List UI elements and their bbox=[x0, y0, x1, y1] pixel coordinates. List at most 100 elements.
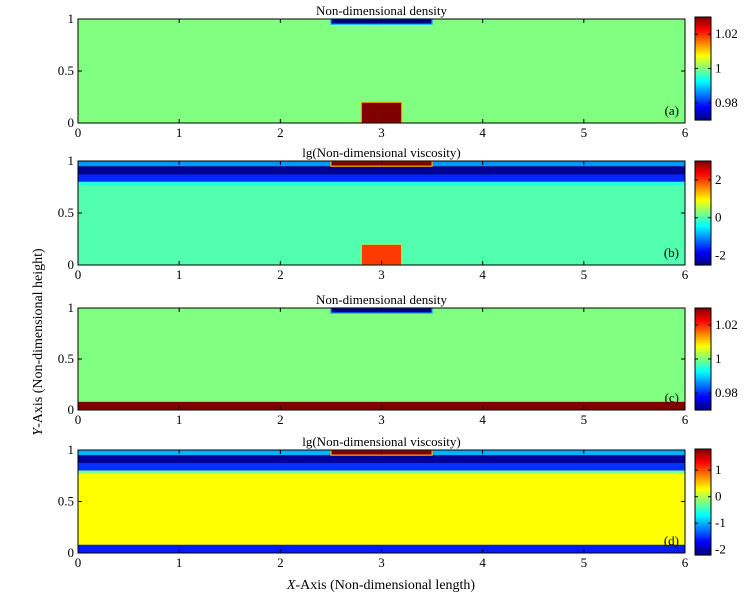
y-tick-label: 0 bbox=[68, 115, 75, 130]
panel-tag: (b) bbox=[664, 245, 679, 260]
colorbar-segment bbox=[695, 213, 711, 216]
colorbar-segment bbox=[695, 255, 711, 258]
colorbar-segment bbox=[695, 513, 711, 516]
colorbar-segment bbox=[695, 164, 711, 167]
colorbar-segment bbox=[695, 510, 711, 513]
heatmap-region-2 bbox=[78, 463, 685, 471]
colorbar-segment bbox=[695, 341, 711, 344]
y-tick-label: 1 bbox=[68, 153, 75, 168]
colorbar-segment bbox=[695, 36, 711, 39]
colorbar-segment bbox=[695, 450, 711, 453]
colorbar-segment bbox=[695, 515, 711, 518]
heatmap-region-3 bbox=[78, 181, 685, 185]
y-tick-label: 0 bbox=[68, 257, 75, 272]
colorbar-segment bbox=[695, 473, 711, 477]
x-tick-label: 5 bbox=[581, 267, 588, 282]
x-tick-label: 6 bbox=[682, 125, 689, 140]
colorbar-segment bbox=[695, 182, 711, 185]
colorbar-segment bbox=[695, 76, 711, 79]
colorbar-segment bbox=[695, 386, 711, 389]
colorbar-tick-label: 1.02 bbox=[715, 317, 738, 332]
x-tick-label: 6 bbox=[682, 267, 689, 282]
colorbar: -2 -1 0 1 bbox=[694, 448, 726, 557]
colorbar-segment bbox=[695, 462, 711, 465]
colorbar-segment bbox=[695, 99, 711, 102]
colorbar-segment bbox=[695, 180, 711, 183]
colorbar-segment bbox=[695, 103, 711, 107]
colorbar-segment bbox=[695, 226, 711, 229]
colorbar-segment bbox=[695, 79, 711, 82]
colorbar-segment bbox=[695, 320, 711, 323]
colorbar-tick-label: 0.98 bbox=[715, 95, 738, 110]
colorbar-segment bbox=[695, 253, 711, 256]
colorbar-segment bbox=[695, 374, 711, 378]
colorbar-segment bbox=[695, 100, 711, 103]
colorbar-segment bbox=[695, 328, 711, 331]
colorbar-segment bbox=[695, 50, 711, 54]
colorbar-segment bbox=[695, 370, 711, 373]
colorbar-segment bbox=[695, 485, 711, 488]
panel-tag: (c) bbox=[665, 390, 679, 405]
colorbar-segment bbox=[695, 344, 711, 347]
colorbar-segment bbox=[695, 535, 711, 538]
colorbar-segment bbox=[695, 387, 711, 390]
colorbar-segment bbox=[695, 458, 711, 462]
colorbar: -2 0 2 bbox=[694, 160, 726, 266]
colorbar-segment bbox=[695, 525, 711, 528]
colorbar-segment bbox=[695, 28, 711, 31]
colorbar-segment bbox=[695, 545, 711, 548]
colorbar-segment bbox=[695, 196, 711, 199]
colorbar-segment bbox=[695, 167, 711, 170]
colorbar-segment bbox=[695, 66, 711, 70]
colorbar-segment bbox=[695, 211, 711, 214]
colorbar-segment bbox=[695, 65, 711, 68]
colorbar-segment bbox=[695, 201, 711, 204]
colorbar-segment bbox=[695, 234, 711, 237]
colorbar-segment bbox=[695, 97, 711, 100]
colorbar-segment bbox=[695, 229, 711, 232]
colorbar-segment bbox=[695, 57, 711, 60]
colorbar-segment bbox=[695, 169, 711, 172]
colorbar-segment bbox=[695, 94, 711, 97]
colorbar-segment bbox=[695, 37, 711, 41]
colorbar-frame bbox=[694, 160, 712, 266]
colorbar-segment bbox=[695, 376, 711, 379]
colorbar-segment bbox=[695, 360, 711, 363]
x-tick-label: 1 bbox=[176, 267, 183, 282]
colorbar-segment bbox=[695, 363, 711, 366]
colorbar-segment bbox=[695, 379, 711, 382]
colorbar-segment bbox=[695, 355, 711, 359]
colorbar-segment bbox=[695, 395, 711, 398]
colorbar-segment bbox=[695, 463, 711, 467]
y-tick-label: 0.5 bbox=[58, 205, 74, 220]
colorbar-segment bbox=[695, 82, 711, 86]
colorbar-segment bbox=[695, 309, 711, 312]
panel-title: Non-dimensional density bbox=[316, 292, 448, 307]
x-tick-label: 4 bbox=[479, 555, 486, 570]
colorbar-segment bbox=[695, 389, 711, 392]
colorbar-tick-label: -2 bbox=[715, 248, 726, 263]
colorbar-segment bbox=[695, 174, 711, 177]
colorbar-segment bbox=[695, 209, 711, 212]
colorbar-segment bbox=[695, 198, 711, 201]
colorbar-segment bbox=[695, 475, 711, 478]
colorbar-segment bbox=[695, 333, 711, 336]
colorbar-segment bbox=[695, 34, 711, 37]
colorbar-segment bbox=[695, 492, 711, 495]
colorbar-segment bbox=[695, 315, 711, 319]
colorbar-segment bbox=[695, 538, 711, 541]
colorbar-segment bbox=[695, 23, 711, 26]
colorbar-segment bbox=[695, 384, 711, 387]
colorbar-segment bbox=[695, 87, 711, 91]
heatmap-region-2 bbox=[78, 174, 685, 182]
colorbar-segment bbox=[695, 190, 711, 193]
colorbar-segment bbox=[695, 373, 711, 376]
x-tick-label: 3 bbox=[378, 267, 385, 282]
colorbar-segment bbox=[695, 490, 711, 493]
colorbar-segment bbox=[695, 528, 711, 531]
colorbar-segment bbox=[695, 452, 711, 455]
colorbar-segment bbox=[695, 366, 711, 370]
x-tick-label: 6 bbox=[682, 412, 689, 427]
colorbar-segment bbox=[695, 84, 711, 87]
colorbar-tick-label: 2 bbox=[715, 172, 722, 187]
